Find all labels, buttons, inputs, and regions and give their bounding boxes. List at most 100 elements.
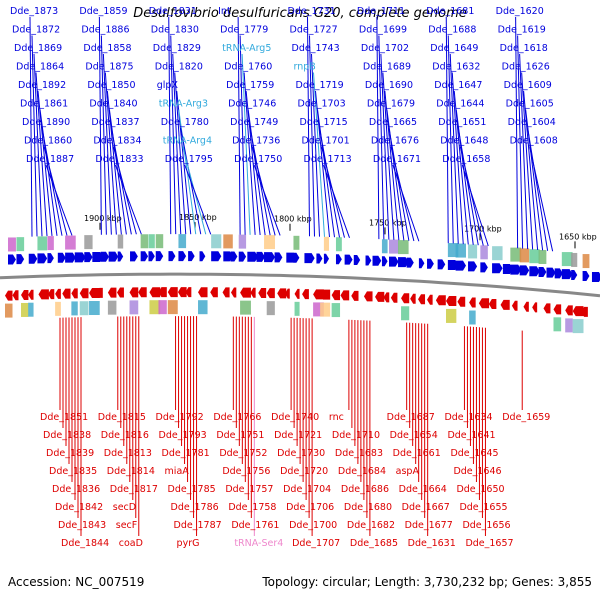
forward-gene <box>57 252 66 263</box>
reverse-gene-label: Dde_1682 <box>347 520 395 531</box>
reverse-gene-feature <box>294 301 300 316</box>
reverse-gene <box>294 288 300 299</box>
forward-gene <box>335 254 342 265</box>
reverse-gene-label: Dde_1815 <box>98 412 146 423</box>
reverse-gene-feature <box>572 319 584 334</box>
forward-gene <box>546 267 556 278</box>
reverse-gene-label: Dde_1761 <box>231 520 279 531</box>
forward-gene-label: Dde_1837 <box>91 117 139 128</box>
forward-gene-label: Dde_1869 <box>14 43 62 54</box>
forward-gene-label: Dde_1864 <box>16 62 64 73</box>
reverse-gene <box>375 291 385 302</box>
reverse-gene-label: Dde_1793 <box>159 430 207 441</box>
forward-gene-label: Dde_1850 <box>87 80 135 91</box>
reverse-gene-label: Dde_1659 <box>502 412 550 423</box>
reverse-gene-label: Dde_1645 <box>450 448 498 459</box>
forward-gene <box>274 252 283 263</box>
reverse-gene <box>478 298 490 309</box>
reverse-gene-feature <box>71 301 78 316</box>
reverse-gene-label: Dde_1814 <box>107 466 155 477</box>
forward-gene-feature <box>538 249 547 264</box>
forward-gene-label: Dde_1858 <box>83 43 131 54</box>
reverse-gene <box>149 287 161 298</box>
forward-gene-label: Dde_1703 <box>298 99 346 110</box>
reverse-gene <box>410 293 416 304</box>
reverse-gene-label: Dde_1646 <box>453 466 501 477</box>
forward-leader-line <box>519 53 529 250</box>
forward-gene <box>372 255 382 266</box>
forward-gene-label: Dde_1820 <box>155 62 203 73</box>
reverse-gene <box>340 290 350 301</box>
forward-gene <box>381 256 388 267</box>
forward-gene-feature <box>561 252 573 267</box>
reverse-gene-label: Dde_1813 <box>104 448 152 459</box>
forward-gene <box>591 271 600 282</box>
forward-gene-feature <box>8 237 16 252</box>
reverse-gene <box>331 290 341 301</box>
forward-gene <box>427 258 434 269</box>
reverse-gene-label: Dde_1641 <box>447 430 495 441</box>
forward-gene-label: Dde_1715 <box>300 117 348 128</box>
forward-leader-line <box>307 16 310 237</box>
forward-gene <box>561 269 573 280</box>
map-title: Desulfovibrio desulfuricans G20, complet… <box>133 6 467 21</box>
forward-leader-line <box>309 35 315 237</box>
forward-gene-label: Dde_1632 <box>432 62 480 73</box>
forward-gene-label: Dde_1872 <box>12 25 60 36</box>
forward-gene-feature <box>571 252 578 267</box>
reverse-gene-label: Dde_1650 <box>456 484 504 495</box>
forward-leader-line <box>392 164 420 242</box>
forward-gene-label: Dde_1618 <box>500 43 548 54</box>
reverse-gene <box>469 297 476 308</box>
reverse-gene <box>572 306 584 317</box>
reverse-gene-feature <box>401 306 410 321</box>
forward-leader-line <box>445 16 449 244</box>
reverse-gene <box>302 289 309 300</box>
reverse-gene <box>532 302 538 313</box>
reverse-gene <box>96 287 103 298</box>
forward-gene-label: tRNA-Arg4 <box>163 136 212 147</box>
reverse-gene-label: Dde_1839 <box>46 448 94 459</box>
reverse-gene-label: Dde_1634 <box>444 412 492 423</box>
forward-gene-feature <box>178 234 187 249</box>
reverse-gene-label: Dde_1766 <box>213 412 261 423</box>
forward-gene <box>316 253 323 264</box>
forward-leader-line <box>523 90 539 250</box>
reverse-gene-label: Dde_1757 <box>225 484 273 495</box>
forward-gene <box>199 251 206 262</box>
forward-gene <box>323 253 330 264</box>
reverse-gene-label: pyrG <box>177 538 200 549</box>
reverse-gene-feature <box>266 301 275 316</box>
reverse-gene-feature <box>565 318 573 333</box>
forward-gene <box>223 251 233 262</box>
reverse-gene <box>158 287 167 298</box>
kbp-tick: 1900 kbp <box>84 214 122 230</box>
reverse-gene-label: Dde_1710 <box>332 430 380 441</box>
forward-gene-label: Dde_1890 <box>22 117 70 128</box>
forward-gene-feature <box>37 236 48 251</box>
forward-gene <box>8 254 16 265</box>
forward-gene <box>140 251 149 262</box>
forward-gene-label: Dde_1619 <box>498 25 546 36</box>
reverse-gene-label: Dde_1844 <box>61 538 109 549</box>
kbp-tick-label: 1650 kbp <box>559 232 597 241</box>
forward-gene-feature <box>398 240 409 255</box>
forward-leader-line <box>172 53 182 235</box>
reverse-gene <box>5 290 13 301</box>
forward-leader-line <box>311 53 320 237</box>
forward-leader-line <box>453 90 469 245</box>
forward-leader-line <box>243 72 256 235</box>
reverse-gene <box>240 287 251 298</box>
forward-gene-label: Dde_1750 <box>234 154 282 165</box>
reverse-gene <box>258 287 267 298</box>
forward-gene-label: glpX <box>157 80 179 91</box>
reverse-gene-label: Dde_1680 <box>344 502 392 513</box>
forward-gene <box>538 266 547 277</box>
forward-gene-label: Dde_1830 <box>151 25 199 36</box>
reverse-gene-label: Dde_1817 <box>110 484 158 495</box>
reverse-gene-label: Dde_1842 <box>55 502 103 513</box>
reverse-gene <box>445 295 457 306</box>
reverse-gene <box>523 301 529 312</box>
forward-leader-line <box>529 146 554 252</box>
